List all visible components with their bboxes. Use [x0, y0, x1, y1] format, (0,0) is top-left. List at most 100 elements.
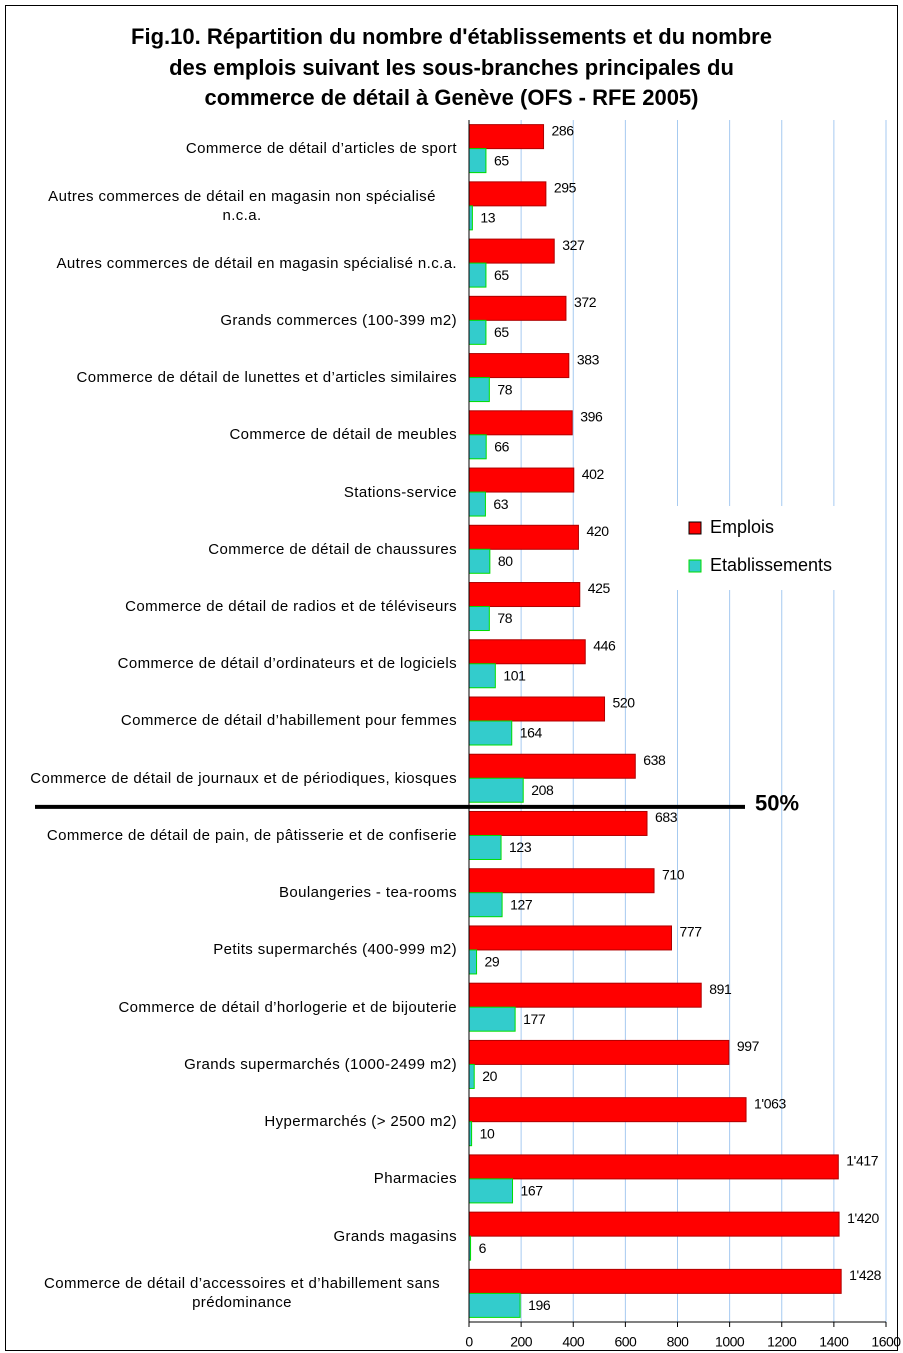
bar: [468, 262, 487, 288]
data-label: 710: [662, 866, 685, 882]
bar: [468, 295, 567, 321]
bar: [468, 834, 502, 860]
data-label: 286: [552, 122, 575, 138]
data-label: 1'428: [849, 1267, 881, 1283]
data-label: 78: [497, 610, 512, 626]
data-label: 327: [562, 237, 585, 253]
data-label: 13: [480, 210, 495, 226]
y-tick-label: Commerce de détail de pain, de pâtisseri…: [46, 826, 457, 844]
y-tick-label-box: Commerce de détail de pain, de pâtisseri…: [20, 807, 457, 864]
bar: [468, 1039, 730, 1065]
bar: [468, 524, 579, 550]
y-tick-label-box: Commerce de détail de lunettes et d’arti…: [20, 349, 457, 406]
bar: [468, 720, 513, 746]
y-tick-label: Grands magasins: [333, 1227, 457, 1245]
bar: [468, 148, 487, 174]
bar: [468, 205, 473, 231]
data-label: 101: [503, 667, 526, 683]
data-label: 683: [655, 809, 678, 825]
bar: [468, 319, 487, 345]
y-tick-label: Commerce de détail de meubles: [229, 426, 457, 444]
y-tick-label: Autres commerces de détail en magasin sp…: [56, 254, 457, 272]
data-label: 65: [494, 324, 509, 340]
y-tick-label-box: Boulangeries - tea-rooms: [20, 864, 457, 921]
bar: [468, 949, 478, 975]
data-label: 383: [577, 351, 600, 367]
x-tick-label: 1000: [715, 1334, 745, 1350]
data-label: 29: [485, 954, 500, 970]
y-tick-label-box: Autres commerces de détail en magasin sp…: [20, 234, 457, 291]
bar: [468, 377, 490, 403]
bar: [468, 1211, 840, 1237]
y-tick-label: Commerce de détail d’ordinateurs et de l…: [117, 655, 457, 673]
bar: [468, 1268, 842, 1294]
data-label: 420: [586, 523, 609, 539]
y-tick-label: Autres commerces de détail en magasin no…: [48, 187, 436, 224]
data-label: 520: [613, 695, 636, 711]
bar: [468, 639, 586, 665]
bar: [468, 491, 486, 517]
data-label: 402: [582, 466, 605, 482]
y-tick-label-box: Hypermarchés (> 2500 m2): [20, 1093, 457, 1150]
bar: [468, 663, 496, 689]
data-label: 177: [523, 1011, 546, 1027]
y-tick-label: Commerce de détail de radios et de télév…: [125, 598, 457, 615]
frame: [5, 5, 898, 1351]
data-label: 372: [574, 294, 597, 310]
bar: [468, 1063, 475, 1089]
data-label: 65: [494, 152, 509, 168]
x-tick-label: 200: [510, 1334, 533, 1350]
y-tick-label-box: Grands commerces (100-399 m2): [20, 292, 457, 349]
bar: [468, 606, 490, 632]
y-tick-label-box: Pharmacies: [20, 1150, 457, 1207]
y-tick-label-box: Commerce de détail d’ordinateurs et de l…: [20, 635, 457, 692]
x-tick-label: 0: [465, 1334, 473, 1350]
bar: [468, 181, 547, 207]
y-tick-label-box: Commerce de détail de chaussures: [20, 521, 457, 578]
legend-label: Etablissements: [710, 555, 832, 575]
bar: [468, 777, 524, 803]
bar: [468, 467, 575, 493]
y-tick-label: Commerce de détail d’articles de sport: [185, 140, 457, 158]
data-label: 396: [580, 409, 603, 425]
bar: [468, 1097, 747, 1123]
data-label: 891: [709, 981, 732, 997]
legend-label: Emplois: [710, 517, 774, 537]
bar: [468, 582, 581, 608]
y-tick-label-box: Commerce de détail d’articles de sport: [20, 120, 457, 177]
y-tick-label-box: Grands magasins: [20, 1208, 457, 1265]
data-label: 123: [509, 839, 532, 855]
y-tick-label-box: Stations-service: [20, 463, 457, 520]
bar: [468, 982, 702, 1008]
y-tick-label: Grands commerces (100-399 m2): [220, 311, 457, 329]
y-tick-label-box: Autres commerces de détail en magasin no…: [20, 177, 457, 234]
data-label: 6: [479, 1240, 487, 1256]
y-tick-label: Boulangeries - tea-rooms: [278, 884, 457, 902]
data-label: 295: [554, 180, 577, 196]
y-tick-label: Commerce de détail d’horlogerie et de bi…: [118, 998, 457, 1016]
data-label: 425: [588, 580, 611, 596]
y-tick-label-box: Commerce de détail de journaux et de pér…: [20, 750, 457, 807]
data-label: 20: [482, 1068, 497, 1084]
data-label: 10: [480, 1125, 495, 1141]
bar: [468, 925, 673, 951]
y-tick-label-box: Petits supermarchés (400-999 m2): [20, 921, 457, 978]
y-tick-label: Petits supermarchés (400-999 m2): [213, 941, 457, 959]
x-tick-label: 1600: [871, 1334, 901, 1350]
data-label: 63: [493, 496, 508, 512]
bar: [468, 353, 570, 379]
x-tick-label: 600: [614, 1334, 637, 1350]
data-label: 1'417: [846, 1153, 878, 1169]
bar: [468, 696, 606, 722]
y-tick-label: Commerce de détail de chaussures: [208, 540, 457, 558]
bar: [468, 434, 487, 460]
data-label: 164: [520, 725, 543, 741]
legend-box: [676, 506, 868, 590]
bar: [468, 410, 573, 436]
y-tick-label: Commerce de détail d’habillement pour fe…: [120, 712, 457, 730]
data-label: 997: [737, 1038, 760, 1054]
bar: [468, 868, 655, 894]
bar: [468, 810, 648, 836]
y-tick-label: Grands supermarchés (1000-2499 m2): [184, 1055, 457, 1073]
bar: [468, 753, 636, 779]
